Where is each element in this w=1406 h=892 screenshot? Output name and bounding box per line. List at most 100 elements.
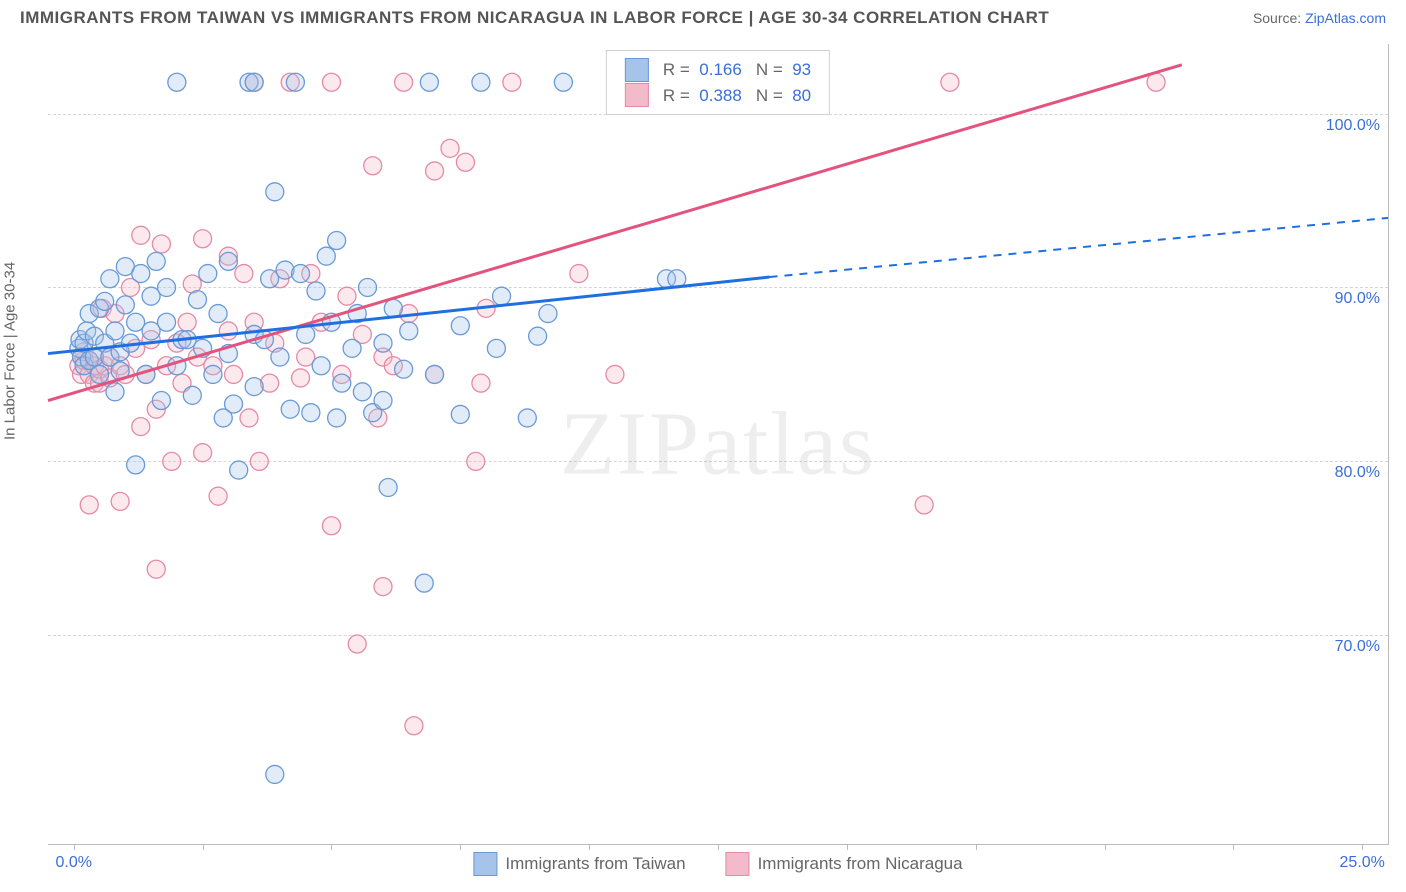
data-point [606, 365, 624, 383]
data-point [379, 478, 397, 496]
data-point [116, 296, 134, 314]
data-point [168, 73, 186, 91]
x-tick-label: 0.0% [56, 854, 92, 872]
x-tick [976, 844, 977, 850]
data-point [503, 73, 521, 91]
data-point [384, 299, 402, 317]
data-point [266, 765, 284, 783]
data-point [415, 574, 433, 592]
data-point [374, 334, 392, 352]
legend-swatch-taiwan-2 [473, 852, 497, 876]
x-tick-label: 25.0% [1340, 854, 1385, 872]
data-point [405, 717, 423, 735]
data-point [426, 365, 444, 383]
data-point [286, 73, 304, 91]
data-point [266, 183, 284, 201]
x-tick [460, 844, 461, 850]
legend-stats: R = 0.166 N = 93 R = 0.388 N = 80 [606, 50, 830, 115]
data-point [539, 305, 557, 323]
data-point [209, 487, 227, 505]
data-point [312, 357, 330, 375]
data-point [219, 252, 237, 270]
data-point [451, 405, 469, 423]
data-point [395, 360, 413, 378]
data-point [472, 374, 490, 392]
x-tick [331, 844, 332, 850]
data-point [426, 162, 444, 180]
data-point [322, 73, 340, 91]
x-tick [203, 844, 204, 850]
legend-swatch-nicaragua [625, 83, 649, 107]
data-point [281, 400, 299, 418]
data-point [487, 339, 505, 357]
chart-title: IMMIGRANTS FROM TAIWAN VS IMMIGRANTS FRO… [20, 8, 1049, 28]
data-point [395, 73, 413, 91]
data-point [199, 265, 217, 283]
data-point [96, 292, 114, 310]
data-point [456, 153, 474, 171]
data-point [441, 139, 459, 157]
data-point [353, 383, 371, 401]
x-tick [718, 844, 719, 850]
data-point [348, 635, 366, 653]
data-point [400, 322, 418, 340]
data-point [420, 73, 438, 91]
data-point [941, 73, 959, 91]
x-tick [1233, 844, 1234, 850]
scatter-chart: 70.0%80.0%90.0%100.0% ZIPatlas R = 0.166… [48, 44, 1389, 845]
data-point [106, 383, 124, 401]
y-axis-label: In Labor Force | Age 30-34 [2, 262, 19, 440]
data-point [328, 409, 346, 427]
data-point [374, 392, 392, 410]
data-point [493, 287, 511, 305]
data-point [307, 282, 325, 300]
data-point [374, 578, 392, 596]
data-point [467, 452, 485, 470]
data-point [451, 317, 469, 335]
data-point [132, 418, 150, 436]
plot-svg [48, 44, 1388, 844]
data-point [194, 230, 212, 248]
data-point [570, 265, 588, 283]
data-point [80, 496, 98, 514]
data-point [194, 444, 212, 462]
data-point [127, 456, 145, 474]
legend-label-taiwan: Immigrants from Taiwan [505, 854, 685, 874]
data-point [554, 73, 572, 91]
data-point [183, 386, 201, 404]
data-point [163, 452, 181, 470]
data-point [235, 265, 253, 283]
data-point [1147, 73, 1165, 91]
data-point [209, 305, 227, 323]
data-point [240, 409, 258, 427]
data-point [328, 232, 346, 250]
data-point [359, 278, 377, 296]
data-point [91, 365, 109, 383]
data-point [915, 496, 933, 514]
x-tick [1362, 844, 1363, 850]
data-point [106, 322, 124, 340]
x-tick [847, 844, 848, 850]
data-point [225, 395, 243, 413]
data-point [152, 235, 170, 253]
data-point [364, 157, 382, 175]
data-point [132, 226, 150, 244]
data-point [178, 313, 196, 331]
data-point [158, 278, 176, 296]
legend-swatch-taiwan [625, 58, 649, 82]
data-point [292, 369, 310, 387]
data-point [101, 270, 119, 288]
data-point [333, 374, 351, 392]
trend-line [48, 65, 1182, 401]
data-point [317, 247, 335, 265]
data-point [111, 492, 129, 510]
data-point [322, 517, 340, 535]
data-point [518, 409, 536, 427]
source-link[interactable]: ZipAtlas.com [1305, 10, 1386, 26]
data-point [132, 265, 150, 283]
data-point [472, 73, 490, 91]
x-tick [589, 844, 590, 850]
data-point [245, 378, 263, 396]
legend-swatch-nicaragua-2 [726, 852, 750, 876]
legend-label-nicaragua: Immigrants from Nicaragua [758, 854, 963, 874]
